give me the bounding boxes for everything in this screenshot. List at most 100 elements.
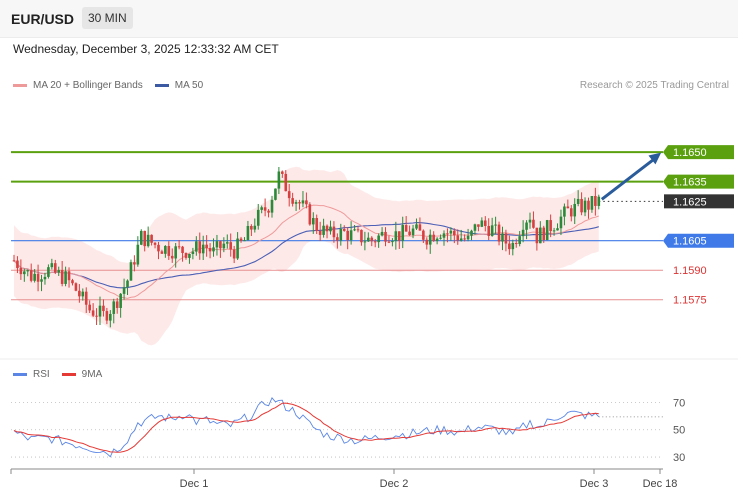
candle-115 bbox=[408, 225, 411, 236]
candle-body bbox=[597, 196, 601, 206]
candle-body bbox=[367, 237, 370, 242]
candle-57 bbox=[208, 243, 212, 259]
candle-body bbox=[157, 244, 160, 252]
candle-body bbox=[167, 245, 171, 256]
candle-body bbox=[16, 260, 19, 269]
candle-body bbox=[576, 198, 580, 204]
candle-body bbox=[411, 228, 415, 236]
candle-body bbox=[40, 279, 43, 282]
candle-body bbox=[219, 241, 222, 249]
candle-body bbox=[446, 233, 449, 235]
candle-body bbox=[119, 293, 122, 308]
candle-body bbox=[594, 195, 597, 206]
credit-text: Research © 2025 Trading Central bbox=[579, 80, 729, 91]
candle-body bbox=[525, 222, 528, 230]
candle-body bbox=[208, 247, 212, 252]
candle-85 bbox=[305, 192, 308, 209]
forecast-arrow-head bbox=[648, 152, 662, 165]
candle-65 bbox=[236, 232, 239, 260]
candle-body bbox=[356, 229, 360, 231]
candle-89 bbox=[318, 221, 322, 242]
ma20-swatch-icon bbox=[13, 84, 27, 87]
candle-35 bbox=[133, 255, 136, 272]
level-label-0: 1.1650 bbox=[673, 147, 707, 159]
candle-body bbox=[229, 242, 233, 250]
timeframe-button[interactable]: 30 MIN bbox=[82, 7, 133, 29]
date-line: Wednesday, December 3, 2025 12:33:32 AM … bbox=[13, 42, 279, 56]
candle-83 bbox=[298, 199, 301, 210]
candle-body bbox=[232, 249, 236, 259]
candle-124 bbox=[439, 234, 442, 240]
candle-body bbox=[466, 235, 470, 240]
candle-118 bbox=[418, 217, 422, 231]
candle-body bbox=[332, 226, 336, 238]
candle-64 bbox=[232, 245, 236, 264]
candle-69 bbox=[250, 224, 253, 237]
candle-body bbox=[64, 271, 67, 284]
candle-119 bbox=[422, 229, 425, 243]
candle-body bbox=[277, 171, 281, 189]
candle-body bbox=[50, 263, 54, 268]
candle-10 bbox=[47, 264, 50, 279]
candle-body bbox=[26, 270, 30, 272]
candle-73 bbox=[263, 198, 267, 217]
candle-body bbox=[91, 310, 95, 316]
candle-body bbox=[501, 233, 504, 242]
candle-body bbox=[397, 231, 401, 241]
candle-52 bbox=[191, 247, 195, 260]
candle-132 bbox=[466, 228, 470, 242]
candle-body bbox=[556, 228, 559, 231]
forecast-arrow-shaft bbox=[600, 157, 655, 201]
candle-157 bbox=[552, 227, 556, 236]
candle-98 bbox=[349, 221, 353, 245]
candle-1 bbox=[16, 256, 19, 274]
candle-54 bbox=[198, 232, 202, 260]
candle-body bbox=[29, 270, 33, 281]
candle-0 bbox=[12, 254, 16, 262]
candle-114 bbox=[404, 216, 408, 232]
candle-94 bbox=[336, 233, 339, 249]
candle-76 bbox=[274, 188, 277, 201]
candle-80 bbox=[287, 183, 291, 207]
candle-95 bbox=[339, 223, 343, 246]
x-label-2: Dec 3 bbox=[580, 478, 609, 490]
candle-body bbox=[222, 243, 226, 249]
candle-body bbox=[325, 225, 329, 232]
candle-body bbox=[380, 231, 384, 236]
candle-67 bbox=[243, 237, 246, 242]
rsi-ma-line bbox=[13, 402, 599, 453]
candle-body bbox=[459, 238, 463, 241]
candle-body bbox=[253, 225, 257, 230]
candle-body bbox=[284, 173, 288, 192]
candle-22 bbox=[88, 300, 91, 314]
candle-87 bbox=[311, 212, 315, 234]
candle-2 bbox=[19, 259, 23, 280]
candle-body bbox=[545, 220, 549, 241]
candle-body bbox=[198, 241, 202, 254]
candle-body bbox=[225, 242, 229, 244]
candle-16 bbox=[67, 267, 71, 288]
legend-ma50: MA 50 bbox=[154, 80, 203, 91]
candle-body bbox=[102, 305, 105, 312]
candle-151 bbox=[532, 211, 535, 229]
candle-116 bbox=[411, 224, 415, 239]
level-tag-1 bbox=[663, 174, 734, 189]
candle-135 bbox=[477, 224, 480, 232]
candle-4 bbox=[26, 269, 30, 277]
candle-123 bbox=[435, 237, 439, 245]
candle-body bbox=[487, 225, 491, 236]
candle-body bbox=[160, 251, 164, 254]
candle-body bbox=[552, 230, 556, 232]
candle-127 bbox=[449, 227, 453, 241]
x-label-1: Dec 2 bbox=[380, 478, 409, 490]
candle-body bbox=[346, 230, 349, 241]
candle-12 bbox=[53, 259, 57, 275]
candle-body bbox=[256, 209, 260, 226]
candle-body bbox=[212, 247, 215, 252]
candle-108 bbox=[384, 227, 387, 247]
candle-body bbox=[298, 202, 301, 204]
level-tag-0 bbox=[663, 145, 734, 160]
candle-body bbox=[105, 311, 109, 321]
candle-body bbox=[315, 218, 319, 231]
